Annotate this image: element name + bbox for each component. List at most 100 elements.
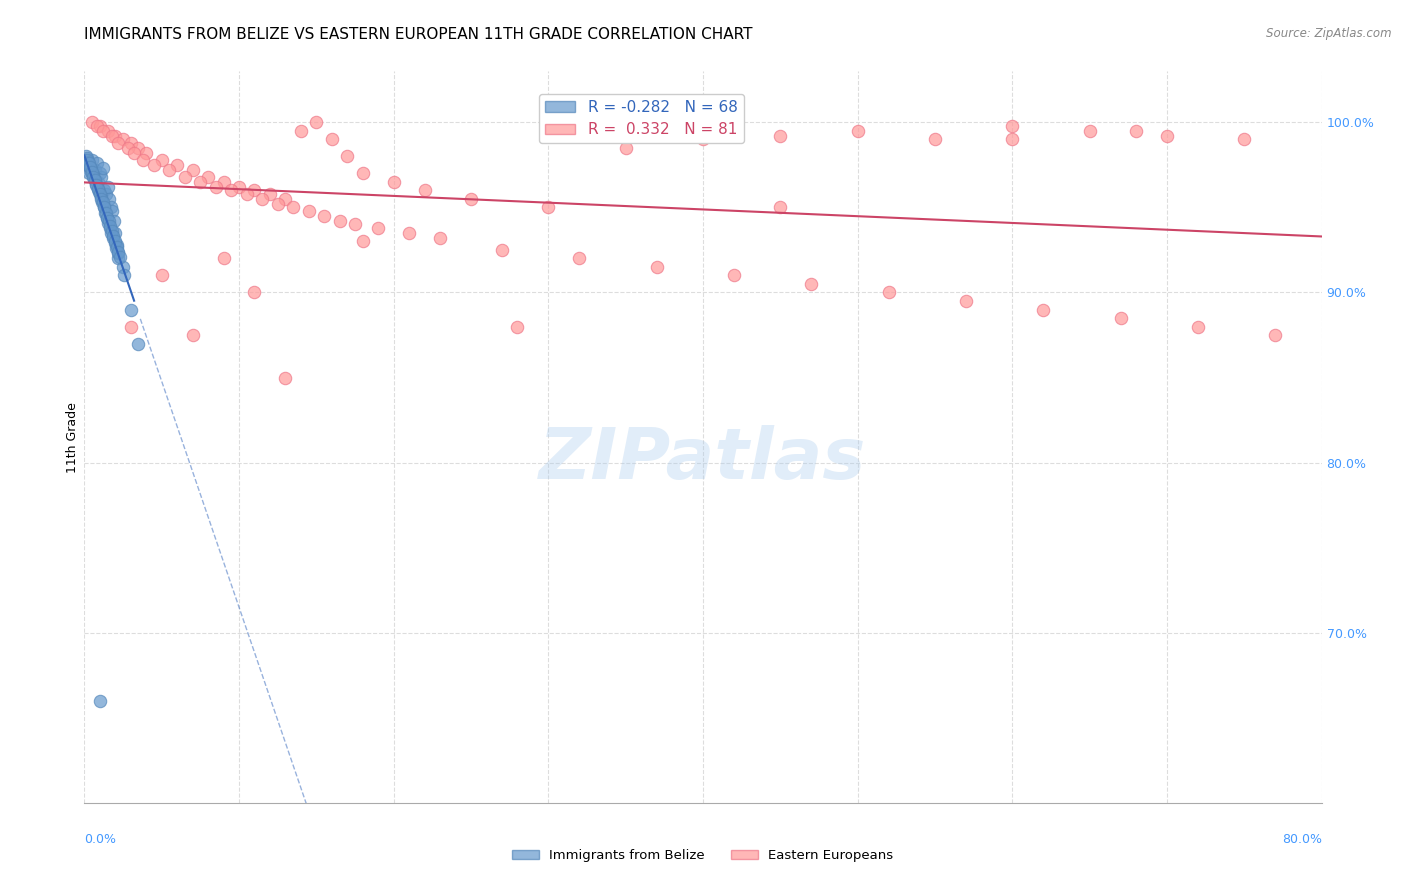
Point <box>150 153 173 167</box>
Point <box>105 238 128 252</box>
Point <box>221 183 243 197</box>
Point <box>89 694 111 708</box>
Point <box>75 149 97 163</box>
Point <box>98 220 121 235</box>
Text: Source: ZipAtlas.com: Source: ZipAtlas.com <box>1267 27 1392 40</box>
Point <box>105 241 128 255</box>
Point <box>205 180 228 194</box>
Point <box>86 178 108 193</box>
Point <box>197 169 219 184</box>
Point <box>321 132 343 146</box>
Point <box>143 158 166 172</box>
Point <box>1264 328 1286 343</box>
Point <box>93 201 115 215</box>
Point <box>107 136 129 150</box>
Point <box>79 160 101 174</box>
Point <box>166 158 188 172</box>
Point <box>1078 124 1101 138</box>
Point <box>537 201 560 215</box>
Point <box>212 252 235 266</box>
Point <box>89 119 111 133</box>
Point <box>80 165 103 179</box>
Point <box>112 268 135 283</box>
Point <box>86 182 108 196</box>
Point <box>352 166 374 180</box>
Point <box>76 153 98 167</box>
Y-axis label: 11th Grade: 11th Grade <box>66 401 79 473</box>
Point <box>135 146 157 161</box>
Point <box>1109 311 1132 326</box>
Point <box>877 285 900 300</box>
Point <box>159 163 181 178</box>
Point <box>98 192 121 206</box>
Point <box>382 175 405 189</box>
Point <box>96 211 118 225</box>
Point <box>1001 132 1024 146</box>
Point <box>103 229 125 244</box>
Point <box>1187 319 1209 334</box>
Point <box>614 141 637 155</box>
Point <box>84 163 107 178</box>
Point <box>101 203 124 218</box>
Point <box>259 186 281 201</box>
Point <box>769 201 792 215</box>
Point <box>86 119 108 133</box>
Point <box>120 319 142 334</box>
Point <box>90 192 112 206</box>
Point <box>86 156 108 170</box>
Point <box>101 231 124 245</box>
Point <box>274 192 297 206</box>
Point <box>82 153 104 167</box>
Point <box>1032 302 1054 317</box>
Point <box>150 268 173 283</box>
Point <box>94 205 117 219</box>
Point <box>692 132 714 146</box>
Point <box>188 175 212 189</box>
Point <box>645 260 668 274</box>
Point <box>100 201 122 215</box>
Point <box>89 166 111 180</box>
Point <box>1233 132 1256 146</box>
Point <box>429 231 451 245</box>
Point <box>105 239 128 253</box>
Point <box>76 158 98 172</box>
Point <box>94 186 117 201</box>
Point <box>1001 119 1024 133</box>
Point <box>93 183 115 197</box>
Point <box>128 141 150 155</box>
Point <box>96 211 118 225</box>
Point <box>77 166 100 180</box>
Point <box>89 186 111 201</box>
Text: IMMIGRANTS FROM BELIZE VS EASTERN EUROPEAN 11TH GRADE CORRELATION CHART: IMMIGRANTS FROM BELIZE VS EASTERN EUROPE… <box>84 27 752 42</box>
Point <box>1156 128 1178 143</box>
Point <box>329 214 352 228</box>
Point <box>104 226 127 240</box>
Point <box>97 180 120 194</box>
Point <box>174 169 197 184</box>
Point <box>100 226 122 240</box>
Point <box>120 302 142 317</box>
Legend: Immigrants from Belize, Eastern Europeans: Immigrants from Belize, Eastern European… <box>508 844 898 868</box>
Point <box>91 161 114 176</box>
Point <box>398 226 420 240</box>
Point <box>236 186 259 201</box>
Point <box>769 128 792 143</box>
Point <box>107 244 129 259</box>
Point <box>314 209 336 223</box>
Point <box>80 165 103 179</box>
Point <box>120 136 142 150</box>
Point <box>128 336 150 351</box>
Point <box>112 132 135 146</box>
Point <box>367 220 389 235</box>
Point <box>76 151 98 165</box>
Text: 0.0%: 0.0% <box>84 833 117 846</box>
Point <box>108 250 131 264</box>
Point <box>924 132 946 146</box>
Point <box>83 173 105 187</box>
Point <box>97 216 120 230</box>
Point <box>82 169 104 184</box>
Point <box>413 183 436 197</box>
Point <box>104 128 127 143</box>
Point <box>723 268 745 283</box>
Point <box>132 153 155 167</box>
